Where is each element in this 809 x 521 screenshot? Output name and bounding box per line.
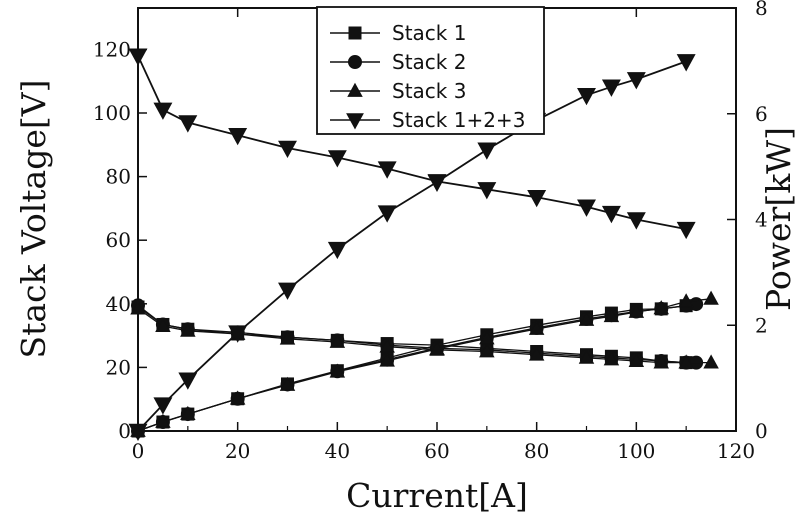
power-point [626, 72, 646, 90]
power-point [429, 340, 445, 355]
voltage-point [228, 128, 248, 146]
legend-label: Stack 1 [392, 21, 466, 45]
voltage-point [676, 221, 696, 240]
power-point [577, 87, 596, 106]
y2-tick-label: 6 [755, 102, 768, 126]
power-point [180, 405, 196, 420]
power-point [653, 300, 669, 315]
x-tick-label: 100 [617, 439, 655, 463]
power-point [678, 293, 694, 308]
legend-marker [346, 113, 364, 130]
legend-marker [347, 82, 363, 97]
voltage-point [653, 354, 669, 369]
legend-label: Stack 3 [392, 79, 466, 103]
x-tick-label: 120 [717, 439, 755, 463]
x-axis-title: Current[A] [346, 476, 528, 515]
power-point [278, 282, 297, 300]
y-tick-label: 0 [118, 419, 131, 443]
voltage-point [479, 343, 495, 358]
power-point [528, 320, 545, 335]
power-point [379, 352, 395, 367]
y2-axis-title: Power[kW] [759, 127, 798, 311]
voltage-point [155, 317, 171, 332]
voltage-point [379, 338, 395, 353]
x-tick-label: 20 [225, 439, 250, 463]
power-point [676, 54, 696, 72]
y-tick-label: 40 [106, 292, 131, 316]
legend-label: Stack 1+2+3 [392, 108, 525, 132]
voltage-point [279, 330, 296, 345]
y2-tick-label: 2 [755, 313, 768, 337]
power-point [279, 376, 296, 391]
x-tick-label: 40 [325, 439, 350, 463]
power-point [155, 413, 171, 428]
power-point [178, 372, 198, 390]
series-layer [128, 48, 719, 442]
legend-marker [348, 55, 362, 69]
legend-label: Stack 2 [392, 50, 466, 74]
voltage-point [527, 190, 547, 208]
power-point [628, 303, 645, 318]
power-point [603, 308, 620, 323]
power-point [477, 142, 497, 160]
y2-tick-label: 8 [755, 0, 768, 20]
power-line-series-1 [137, 305, 687, 432]
legend-marker [348, 26, 362, 40]
legend: Stack 1 Stack 2 Stack 3 Stack 1+2+3 [316, 6, 545, 135]
voltage-point [327, 150, 347, 168]
voltage-point [377, 161, 397, 179]
voltage-point [678, 354, 694, 369]
voltage-point [601, 205, 621, 224]
power-point [601, 79, 621, 97]
y-axis-title: Stack Voltage[V] [14, 80, 53, 359]
voltage-line-series-3 [137, 308, 712, 364]
x-tick-label: 60 [424, 439, 449, 463]
y-tick-label: 100 [93, 101, 131, 125]
voltage-point [153, 102, 173, 120]
y2-tick-label: 0 [755, 419, 768, 443]
voltage-point [603, 351, 620, 366]
voltage-point [329, 333, 346, 348]
power-point [427, 174, 447, 192]
voltage-point [626, 212, 646, 230]
voltage-point [278, 140, 297, 159]
voltage-point [578, 349, 595, 364]
power-point [703, 290, 719, 305]
voltage-point [577, 199, 596, 217]
power-point [377, 205, 397, 223]
y2-tick-label: 4 [755, 208, 768, 232]
power-point [578, 311, 595, 326]
y-tick-label: 60 [106, 228, 131, 252]
voltage-point [703, 354, 719, 369]
voltage-point [477, 182, 497, 200]
voltage-line-series-2 [137, 304, 697, 364]
x-tick-label: 80 [524, 439, 549, 463]
voltage-point [180, 322, 196, 337]
power-line-series-3 [137, 298, 712, 432]
power-point [229, 390, 246, 405]
y-tick-label: 120 [93, 37, 131, 61]
y-tick-label: 80 [106, 165, 131, 189]
power-point [329, 363, 346, 378]
power-line-series-2 [137, 303, 697, 432]
power-point [327, 241, 347, 260]
power-point [479, 330, 495, 345]
voltage-point [628, 352, 645, 367]
x-tick-label: 0 [132, 439, 145, 463]
y-tick-label: 20 [106, 355, 131, 379]
voltage-point [178, 115, 198, 133]
power-point [228, 325, 248, 343]
power-point [153, 397, 173, 415]
voltage-point [528, 346, 545, 361]
